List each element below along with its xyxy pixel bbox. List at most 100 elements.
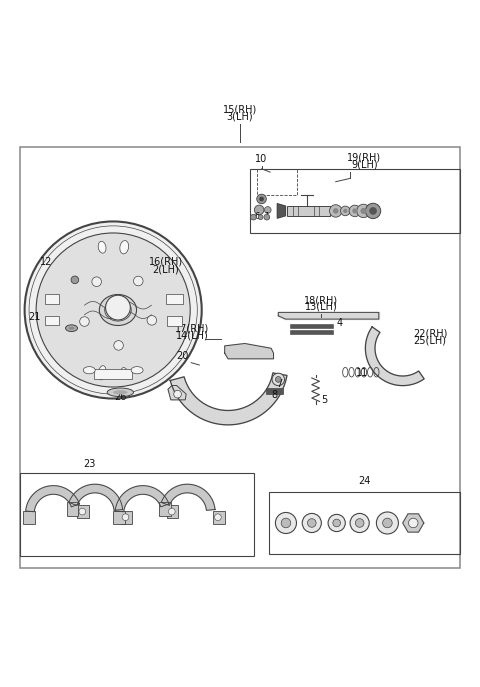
Text: 1: 1 <box>264 212 269 221</box>
Circle shape <box>80 317 89 326</box>
Circle shape <box>264 207 271 214</box>
Circle shape <box>302 513 322 532</box>
Bar <box>113 511 125 524</box>
Bar <box>290 324 333 328</box>
Text: 13(LH): 13(LH) <box>305 302 338 312</box>
Polygon shape <box>403 514 424 532</box>
Circle shape <box>251 214 256 220</box>
Circle shape <box>308 519 316 528</box>
Circle shape <box>340 206 350 216</box>
Circle shape <box>408 518 418 528</box>
Ellipse shape <box>120 240 129 254</box>
Bar <box>167 505 179 518</box>
Ellipse shape <box>99 295 136 326</box>
Bar <box>266 388 283 394</box>
Bar <box>67 502 78 516</box>
Bar <box>20 473 254 556</box>
Circle shape <box>352 208 358 214</box>
Circle shape <box>329 205 342 217</box>
Bar <box>77 505 89 518</box>
Circle shape <box>24 221 202 398</box>
Circle shape <box>328 515 345 532</box>
Bar <box>269 492 460 554</box>
Circle shape <box>350 513 369 532</box>
Text: 7: 7 <box>276 379 282 389</box>
Text: 9(LH): 9(LH) <box>351 159 378 169</box>
Polygon shape <box>277 204 286 218</box>
Circle shape <box>254 205 264 215</box>
Text: 20: 20 <box>176 351 189 361</box>
Bar <box>45 317 60 325</box>
Polygon shape <box>115 486 169 512</box>
Polygon shape <box>161 484 215 510</box>
Circle shape <box>355 519 364 528</box>
Circle shape <box>333 519 340 527</box>
Circle shape <box>349 205 360 216</box>
Polygon shape <box>225 344 274 359</box>
Circle shape <box>383 518 392 528</box>
Ellipse shape <box>105 299 131 321</box>
Text: 12: 12 <box>40 257 52 267</box>
Text: 19(RH): 19(RH) <box>348 152 382 162</box>
Bar <box>166 294 182 304</box>
Circle shape <box>264 214 270 220</box>
Bar <box>290 330 333 334</box>
Bar <box>24 511 35 524</box>
Circle shape <box>79 508 85 515</box>
Text: 17(RH): 17(RH) <box>175 324 209 334</box>
Circle shape <box>133 276 143 286</box>
Ellipse shape <box>69 327 74 330</box>
Text: 21: 21 <box>28 312 40 322</box>
Text: 6: 6 <box>254 212 259 221</box>
Text: 18(RH): 18(RH) <box>304 295 338 305</box>
Circle shape <box>333 208 338 214</box>
Bar <box>159 502 171 516</box>
Ellipse shape <box>66 325 77 332</box>
Polygon shape <box>170 373 287 425</box>
Text: 22(RH): 22(RH) <box>414 328 448 339</box>
Text: 8: 8 <box>271 390 277 400</box>
Circle shape <box>36 233 190 387</box>
Ellipse shape <box>98 365 106 380</box>
Text: 2(LH): 2(LH) <box>153 264 179 274</box>
Ellipse shape <box>98 241 106 253</box>
Ellipse shape <box>121 368 128 378</box>
Text: 5: 5 <box>322 395 328 405</box>
Circle shape <box>357 204 370 218</box>
Bar <box>287 205 330 216</box>
Text: 10: 10 <box>255 154 268 164</box>
Bar <box>45 295 60 304</box>
Circle shape <box>365 203 381 218</box>
Circle shape <box>369 207 377 215</box>
Bar <box>20 147 460 568</box>
Circle shape <box>257 194 266 204</box>
Text: 15(RH): 15(RH) <box>223 104 257 115</box>
Text: 16(RH): 16(RH) <box>149 257 183 267</box>
Circle shape <box>343 209 348 213</box>
Circle shape <box>215 514 221 521</box>
Circle shape <box>174 390 181 398</box>
Text: 24: 24 <box>358 476 371 486</box>
Bar <box>94 368 132 379</box>
Text: 26: 26 <box>114 392 127 402</box>
Ellipse shape <box>131 367 143 374</box>
Text: 23: 23 <box>83 459 96 469</box>
Ellipse shape <box>113 390 128 394</box>
Polygon shape <box>278 313 379 319</box>
Circle shape <box>272 373 285 385</box>
Polygon shape <box>365 327 424 385</box>
Circle shape <box>147 315 156 325</box>
Circle shape <box>360 208 367 214</box>
Circle shape <box>92 277 101 286</box>
Bar <box>250 169 460 234</box>
Circle shape <box>71 276 79 284</box>
Text: 25(LH): 25(LH) <box>414 335 447 346</box>
Circle shape <box>258 215 263 220</box>
Polygon shape <box>26 486 79 512</box>
Circle shape <box>122 514 129 521</box>
Ellipse shape <box>83 367 95 374</box>
Circle shape <box>114 341 123 350</box>
Circle shape <box>376 512 398 534</box>
Circle shape <box>259 196 264 201</box>
Bar <box>213 510 225 524</box>
